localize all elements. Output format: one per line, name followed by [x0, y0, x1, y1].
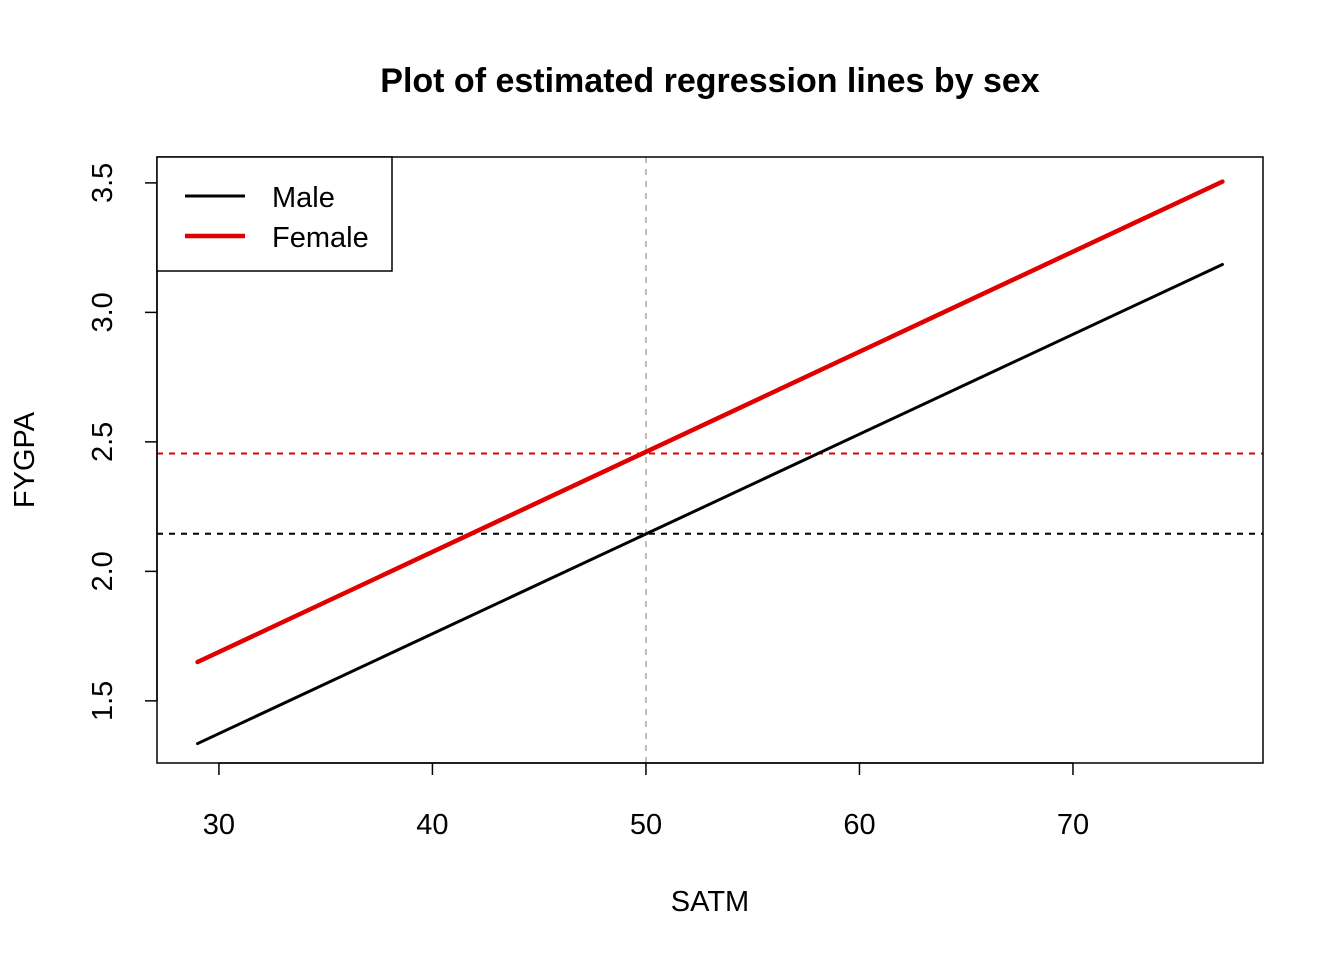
- y-axis-label: FYGPA: [9, 411, 41, 508]
- chart-title: Plot of estimated regression lines by se…: [380, 62, 1040, 100]
- y-tick-label: 2.0: [87, 551, 119, 591]
- legend-box: [156, 156, 393, 272]
- x-axis-label: SATM: [671, 886, 749, 918]
- y-tick-label: 2.5: [87, 422, 119, 462]
- reference-lines: [157, 157, 1263, 763]
- series-line-female: [195, 179, 1225, 665]
- x-tick-label: 70: [1057, 809, 1089, 841]
- x-tick-label: 50: [630, 809, 662, 841]
- series-lines: [195, 179, 1225, 746]
- x-tick-label: 30: [203, 809, 235, 841]
- y-axis: 1.5 2.0 2.5 3.0 3.5: [87, 163, 158, 721]
- legend: Male Female: [156, 156, 393, 272]
- x-tick-label: 60: [843, 809, 875, 841]
- legend-label-male: Male: [272, 182, 335, 214]
- x-axis: 30 40 50 60 70: [203, 762, 1089, 841]
- series-line-male: [196, 262, 1224, 746]
- x-tick-label: 40: [416, 809, 448, 841]
- legend-label-female: Female: [272, 222, 369, 254]
- y-tick-label: 3.5: [87, 163, 119, 203]
- y-tick-label: 3.0: [87, 292, 119, 332]
- y-tick-label: 1.5: [87, 681, 119, 721]
